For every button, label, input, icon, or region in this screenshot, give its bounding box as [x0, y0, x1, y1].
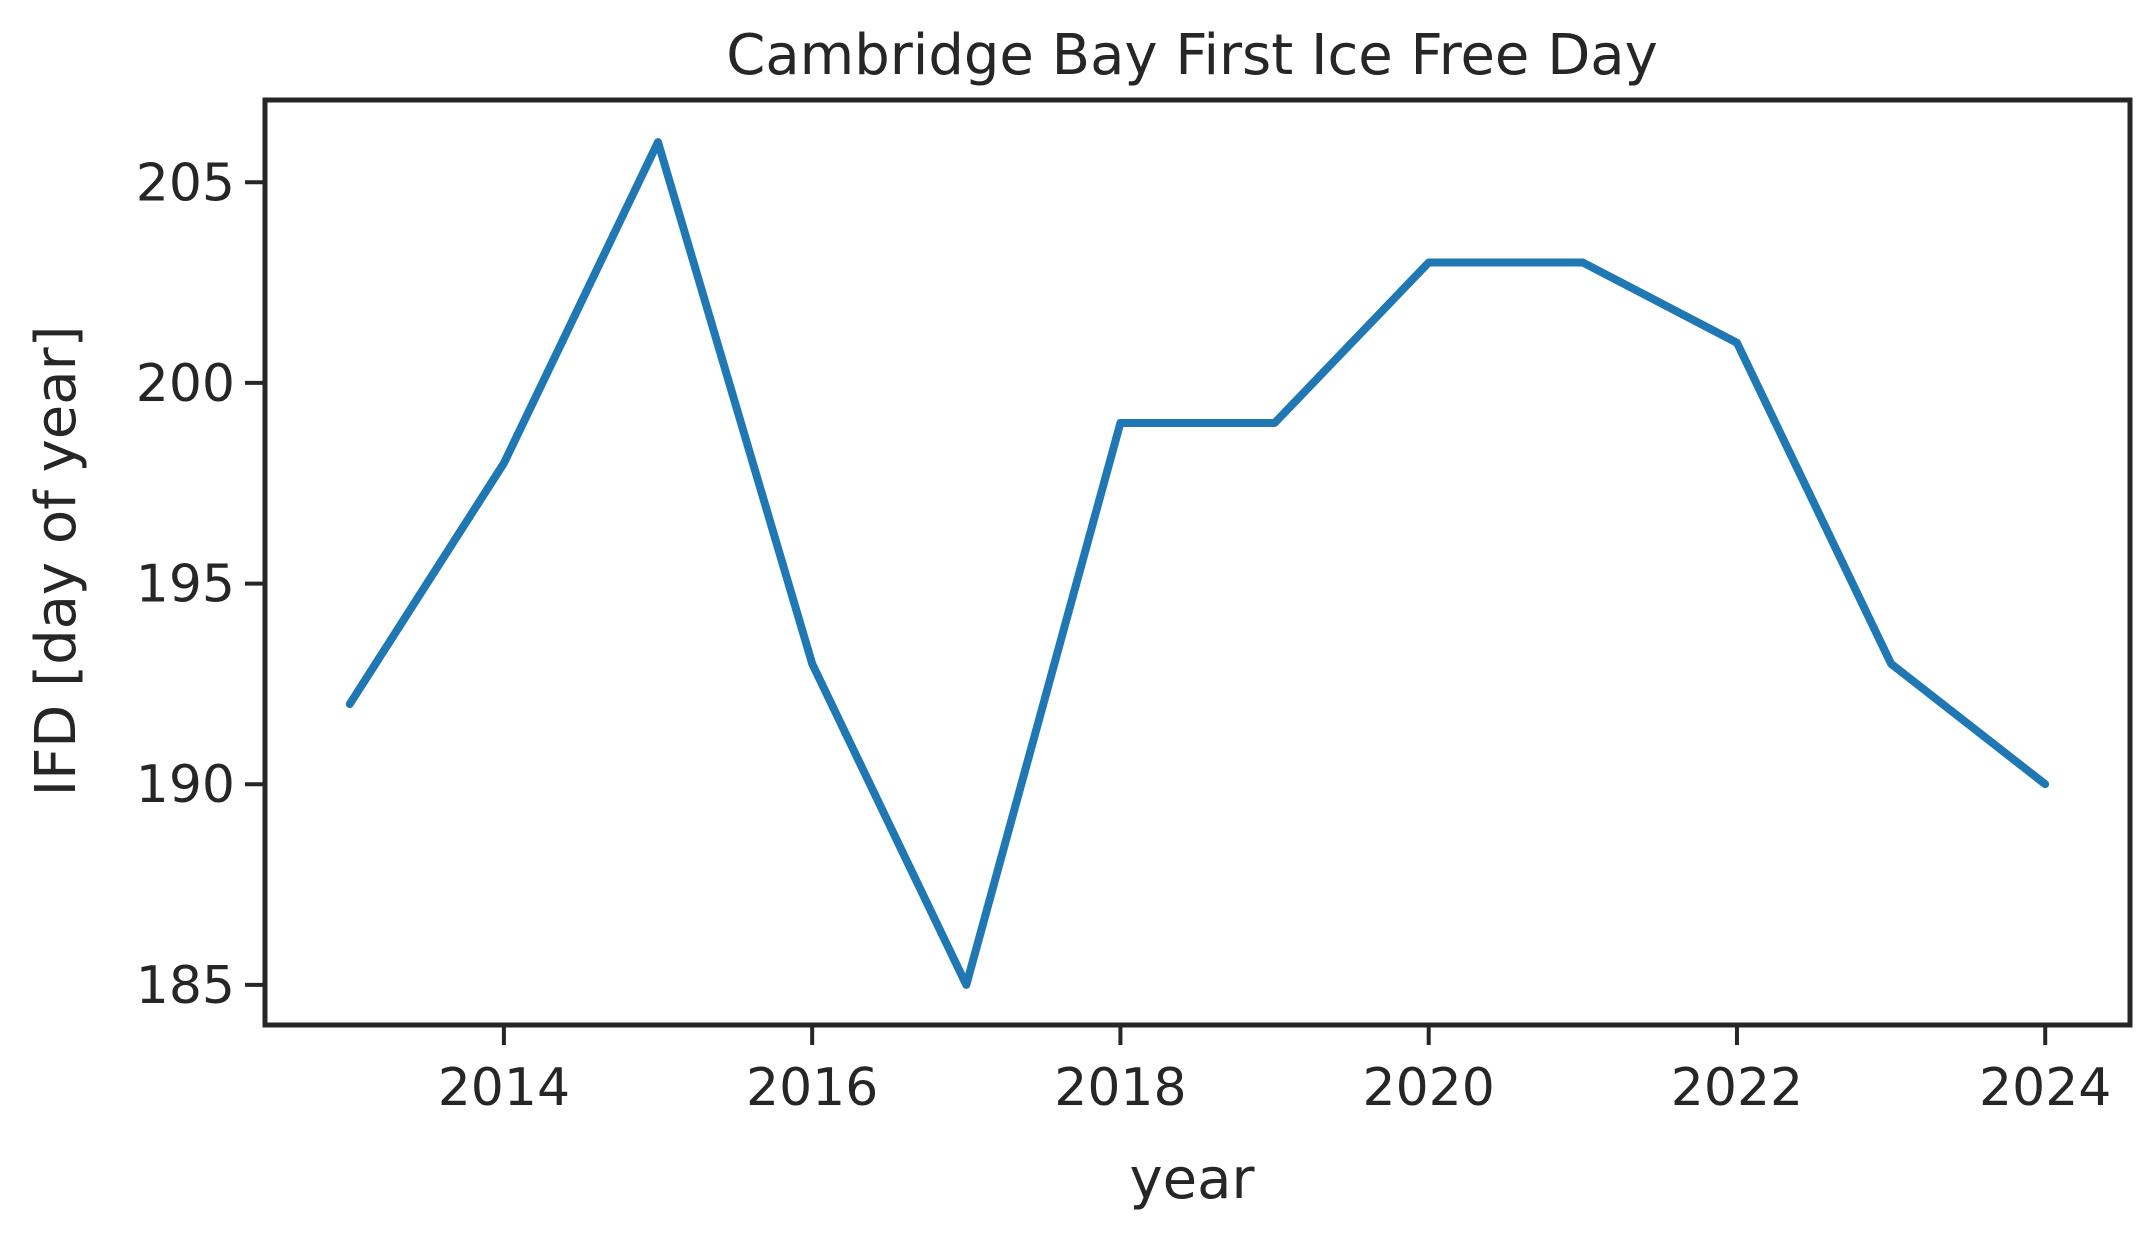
series-line [345, 138, 2050, 989]
data-point [1890, 662, 1893, 665]
series-layer [345, 138, 2050, 989]
data-point [1427, 261, 1430, 264]
y-tick-label: 195 [136, 555, 235, 615]
y-tick-label: 185 [136, 956, 235, 1016]
x-tick-label: 2016 [746, 1058, 878, 1118]
data-point [965, 983, 968, 986]
x-axis-label: year [1130, 1147, 1256, 1212]
data-point [1273, 422, 1276, 425]
x-tick-label: 2022 [1671, 1058, 1803, 1118]
y-axis-label: IFD [day of year] [24, 326, 89, 797]
x-tick-label: 2018 [1054, 1058, 1186, 1118]
y-tick-label: 205 [136, 153, 235, 213]
data-point [811, 662, 814, 665]
data-point [1735, 341, 1738, 344]
data-point [657, 141, 660, 144]
y-tick-label: 200 [136, 354, 235, 414]
x-tick-label: 2020 [1363, 1058, 1495, 1118]
data-point [1119, 422, 1122, 425]
chart-title: Cambridge Bay First Ice Free Day [726, 23, 1658, 88]
x-axis-ticks: 2014 2016 2018 2020 2022 2024 [438, 1025, 2111, 1118]
x-tick-label: 2024 [1979, 1058, 2111, 1118]
x-tick-label: 2014 [438, 1058, 570, 1118]
data-point [2044, 783, 2047, 786]
data-point [1581, 261, 1584, 264]
y-axis-ticks: 185 190 195 200 205 [136, 153, 265, 1016]
data-point [348, 702, 351, 705]
plot-frame [262, 97, 2133, 1028]
y-tick-label: 190 [136, 755, 235, 815]
data-point [502, 462, 505, 465]
